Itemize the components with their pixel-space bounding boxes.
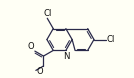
Text: Cl: Cl bbox=[107, 35, 115, 44]
Text: O: O bbox=[36, 67, 43, 76]
Text: N: N bbox=[63, 52, 69, 61]
Text: Cl: Cl bbox=[43, 9, 52, 18]
Text: O: O bbox=[28, 42, 34, 51]
